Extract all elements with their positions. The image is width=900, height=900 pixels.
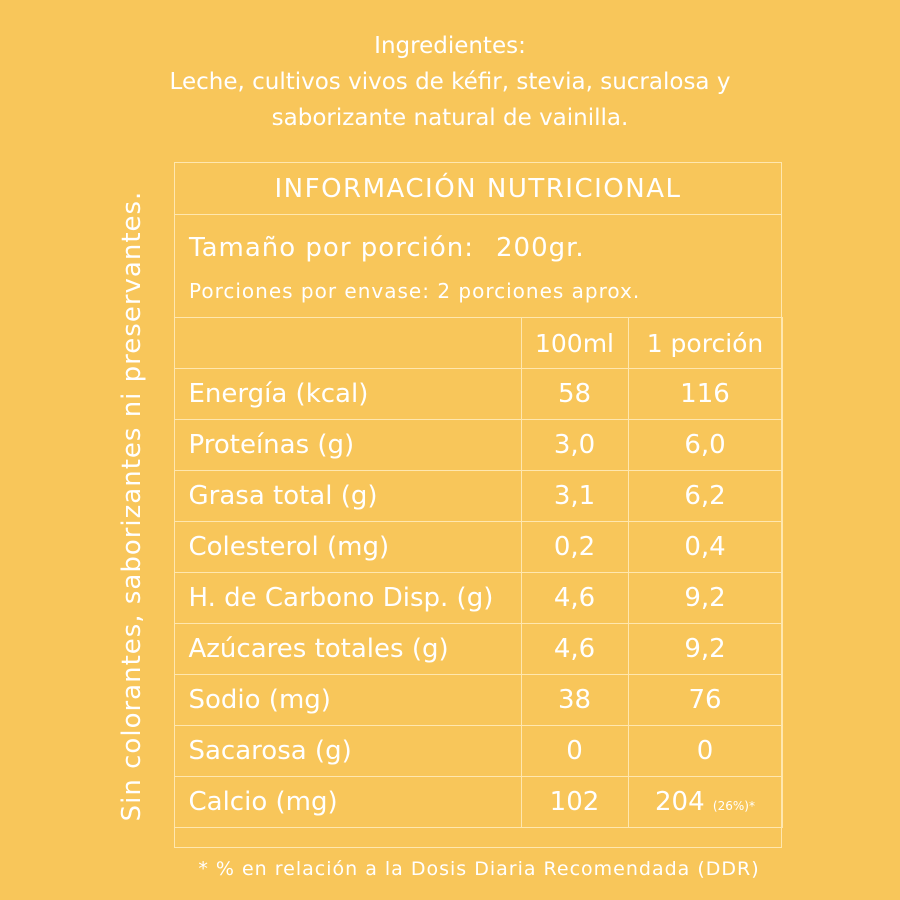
ingredients-line-1: Leche, cultivos vivos de kéfir, stevia, … bbox=[169, 69, 731, 95]
nutrition-title: INFORMACIÓN NUTRICIONAL bbox=[175, 163, 781, 215]
ingredients-block: Ingredientes: Leche, cultivos vivos de k… bbox=[0, 28, 900, 136]
nutrient-label: Grasa total (g) bbox=[173, 470, 522, 522]
table-row: Azúcares totales (g) 4,6 9,2 bbox=[173, 623, 783, 675]
value-portion-cell: 204 (26%)* bbox=[627, 776, 783, 828]
value-100ml: 3,0 bbox=[520, 419, 629, 471]
value-100ml: 0 bbox=[520, 725, 629, 777]
value-portion: 76 bbox=[627, 674, 783, 726]
ingredients-line-2: saborizante natural de vainilla. bbox=[271, 105, 629, 131]
nutrient-label: H. de Carbono Disp. (g) bbox=[173, 572, 522, 624]
value-portion: 204 bbox=[655, 787, 705, 817]
table-row: Sacarosa (g) 0 0 bbox=[173, 725, 783, 777]
nutrition-panel: INFORMACIÓN NUTRICIONAL Tamaño por porci… bbox=[173, 162, 783, 848]
nutrient-label: Proteínas (g) bbox=[173, 419, 522, 471]
table-row: Calcio (mg) 102 204 (26%)* bbox=[173, 776, 783, 828]
header-cell-100ml: 100ml bbox=[520, 317, 629, 369]
value-100ml: 4,6 bbox=[520, 623, 629, 675]
table-row: Grasa total (g) 3,1 6,2 bbox=[173, 470, 783, 522]
serving-size: Tamaño por porción: 200gr. bbox=[189, 233, 585, 263]
value-portion: 6,2 bbox=[627, 470, 783, 522]
header-cell-empty bbox=[173, 317, 522, 369]
table-row: Sodio (mg) 38 76 bbox=[173, 674, 783, 726]
value-100ml: 3,1 bbox=[520, 470, 629, 522]
value-100ml: 102 bbox=[520, 776, 629, 828]
value-portion: 116 bbox=[627, 368, 783, 420]
ddr-footnote: * % en relación a la Dosis Diaria Recome… bbox=[198, 858, 760, 880]
side-claim-text: Sin colorantes, saborizantes ni preserva… bbox=[117, 190, 147, 822]
portions-per-package: Porciones por envase: 2 porciones aprox. bbox=[189, 279, 641, 303]
nutrient-label: Azúcares totales (g) bbox=[173, 623, 522, 675]
value-portion: 6,0 bbox=[627, 419, 783, 471]
serving-size-label: Tamaño por porción: bbox=[189, 233, 474, 263]
value-100ml: 0,2 bbox=[520, 521, 629, 573]
value-portion: 0,4 bbox=[627, 521, 783, 573]
nutrient-label: Calcio (mg) bbox=[173, 776, 522, 828]
nutrition-table: 100ml 1 porción Energía (kcal) 58 116 Pr… bbox=[173, 317, 783, 828]
value-portion: 9,2 bbox=[627, 572, 783, 624]
nutrient-label: Energía (kcal) bbox=[173, 368, 522, 420]
nutrient-label: Sacarosa (g) bbox=[173, 725, 522, 777]
ingredients-heading: Ingredientes: bbox=[374, 33, 526, 59]
nutrient-label: Colesterol (mg) bbox=[173, 521, 522, 573]
value-100ml: 4,6 bbox=[520, 572, 629, 624]
table-row: Proteínas (g) 3,0 6,0 bbox=[173, 419, 783, 471]
serving-size-value: 200gr. bbox=[495, 233, 585, 263]
value-portion: 0 bbox=[627, 725, 783, 777]
table-row: H. de Carbono Disp. (g) 4,6 9,2 bbox=[173, 572, 783, 624]
value-portion: 9,2 bbox=[627, 623, 783, 675]
table-row: Colesterol (mg) 0,2 0,4 bbox=[173, 521, 783, 573]
header-cell-portion: 1 porción bbox=[627, 317, 783, 369]
value-100ml: 58 bbox=[520, 368, 629, 420]
table-header-row: 100ml 1 porción bbox=[173, 317, 783, 369]
calcium-ddr-note: (26%)* bbox=[712, 799, 755, 813]
value-100ml: 38 bbox=[520, 674, 629, 726]
nutrient-label: Sodio (mg) bbox=[173, 674, 522, 726]
table-row: Energía (kcal) 58 116 bbox=[173, 368, 783, 420]
